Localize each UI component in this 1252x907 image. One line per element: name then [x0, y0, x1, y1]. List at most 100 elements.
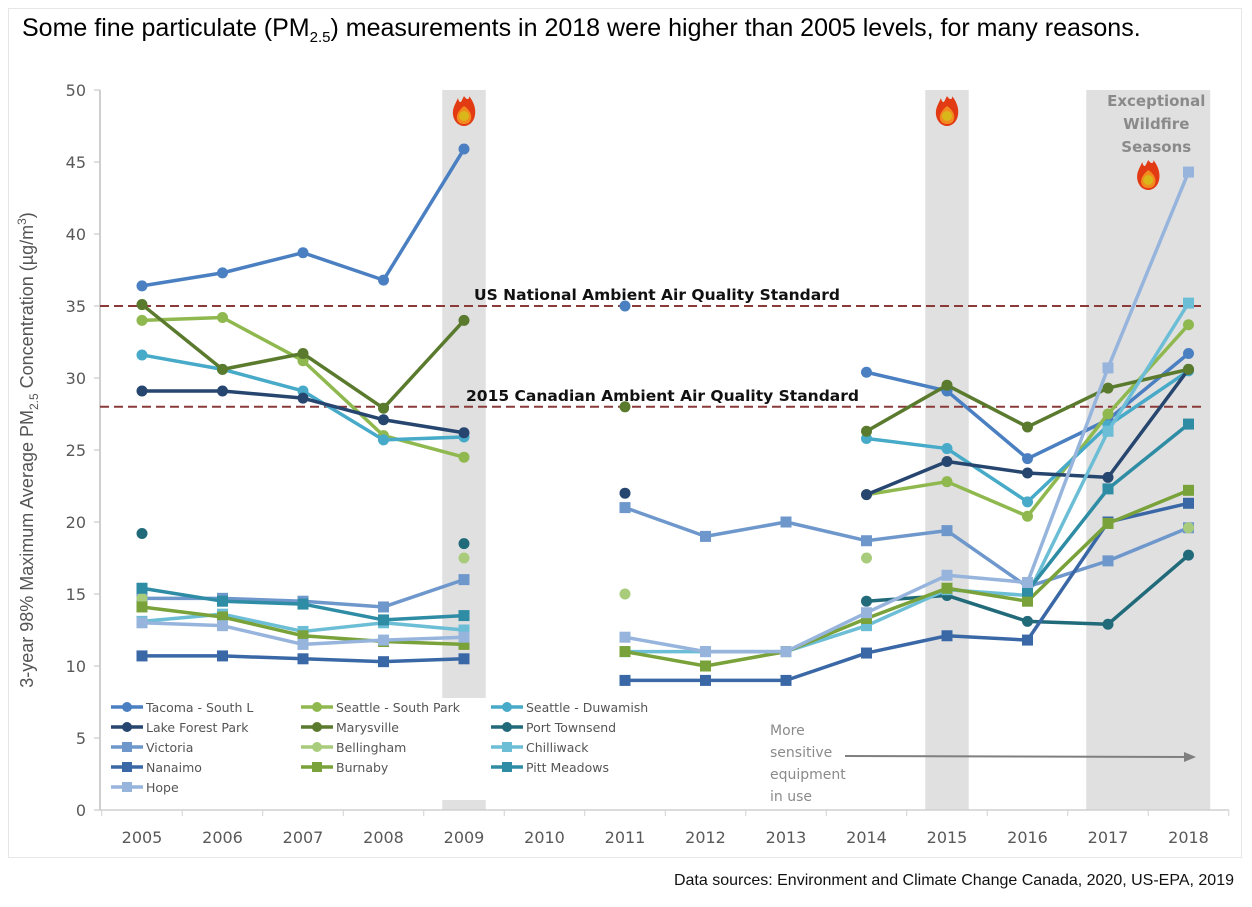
legend-background: [441, 698, 487, 800]
series-line-segment: [784, 651, 869, 683]
data-point: [1102, 408, 1114, 420]
legend-item: Seattle - Duwamish: [490, 698, 680, 716]
series-pitt-meadows: [136, 418, 1194, 626]
series-hope: [136, 166, 1194, 658]
annotation-text: equipment: [770, 767, 846, 783]
series-line-segment: [220, 599, 305, 606]
data-point: [780, 646, 792, 658]
data-point: [297, 630, 309, 642]
data-point: [861, 612, 872, 624]
series-line-segment: [381, 639, 466, 647]
series-line-segment: [1106, 367, 1191, 390]
series-line-segment: [945, 593, 1030, 624]
y-axis-label: 3-year 98% Maximum Average PM2.5 Concent…: [15, 212, 41, 688]
x-tick-label: 2018: [1168, 828, 1209, 847]
series-line-segment: [945, 634, 1030, 642]
data-point: [378, 414, 389, 426]
legend-item: Seattle - South Park: [300, 698, 490, 716]
data-point: [1183, 319, 1194, 331]
arrow-head-icon: [1184, 752, 1196, 762]
series-line-segment: [220, 389, 305, 400]
data-point: [458, 143, 470, 155]
data-point: [458, 451, 470, 463]
legend-label: Pitt Meadows: [526, 759, 609, 775]
x-tick-label: 2006: [202, 828, 243, 847]
series-line-segment: [140, 586, 225, 603]
data-point: [1102, 425, 1114, 437]
series-line-segment: [945, 479, 1030, 518]
series-line-segment: [703, 520, 788, 539]
legend-circle-marker-icon: [301, 722, 333, 732]
x-tick-label: 2007: [283, 828, 324, 847]
data-point: [1183, 297, 1194, 309]
legend-label: Bellingham: [336, 739, 407, 755]
data-point: [861, 535, 872, 547]
legend-label: Marysville: [336, 719, 400, 735]
legend-item: Pitt Meadows: [490, 758, 680, 776]
data-point: [619, 487, 631, 499]
series-bellingham: [136, 522, 1194, 604]
fire-icon: [452, 96, 476, 126]
series-line-segment: [220, 367, 305, 393]
data-point: [217, 267, 228, 279]
data-point: [1102, 471, 1114, 483]
legend-circle-marker-icon: [301, 742, 333, 752]
legend-label: Seattle - South Park: [336, 699, 461, 715]
data-point: [1022, 453, 1033, 465]
y-tick-label: 20: [66, 513, 86, 532]
data-point: [217, 385, 228, 397]
data-point: [1102, 483, 1114, 495]
data-point: [941, 443, 953, 455]
series-line-segment: [381, 577, 466, 609]
data-point: [1183, 484, 1194, 496]
data-point: [941, 456, 953, 468]
data-point: [458, 653, 470, 665]
series-line-segment: [864, 587, 949, 628]
series-line-segment: [381, 657, 466, 664]
series-line-segment: [703, 649, 788, 668]
legend-circle-marker-icon: [301, 702, 333, 712]
data-point: [458, 314, 470, 326]
x-tick-label: 2012: [685, 828, 726, 847]
series-line-segment: [1106, 369, 1191, 428]
series-line-segment: [220, 615, 305, 638]
legend-square-marker-icon: [111, 782, 143, 792]
data-point: [217, 611, 228, 623]
legend-item: Marysville: [300, 718, 490, 736]
y-tick-label: 50: [66, 81, 86, 100]
data-point: [1102, 618, 1114, 630]
series-line-segment: [1106, 553, 1191, 626]
series-line-segment: [140, 315, 225, 323]
series-line-segment: [784, 610, 869, 654]
x-tick-label: 2008: [363, 828, 404, 847]
data-point: [136, 299, 148, 311]
legend-item: Victoria: [110, 738, 300, 756]
series-line-segment: [623, 649, 708, 668]
data-point: [378, 634, 389, 646]
series-line-segment: [1025, 423, 1110, 504]
shaded-band-label: Wildfire: [1123, 115, 1189, 133]
series-line-segment: [945, 586, 1030, 603]
series-line-segment: [140, 353, 225, 372]
legend-label: Port Townsend: [526, 719, 617, 735]
legend-item: Bellingham: [300, 738, 490, 756]
series-seattle-south-park: [136, 312, 1194, 522]
data-point: [136, 601, 148, 613]
data-point: [297, 638, 309, 650]
series-line-segment: [623, 505, 708, 539]
data-point: [217, 620, 228, 632]
data-point: [378, 434, 389, 446]
data-point: [297, 348, 309, 360]
series-line-segment: [381, 635, 466, 642]
series-line-segment: [381, 318, 466, 410]
legend-label: Lake Forest Park: [146, 719, 249, 735]
data-point: [861, 607, 872, 619]
series-line-segment: [140, 621, 225, 628]
x-tick-label: 2009: [444, 828, 485, 847]
y-tick-label: 10: [66, 657, 86, 676]
legend-label: Victoria: [146, 739, 194, 755]
legend-label: Tacoma - South L: [146, 699, 254, 715]
series-line-segment: [945, 459, 1030, 475]
data-point: [780, 516, 792, 528]
data-point: [458, 574, 470, 586]
